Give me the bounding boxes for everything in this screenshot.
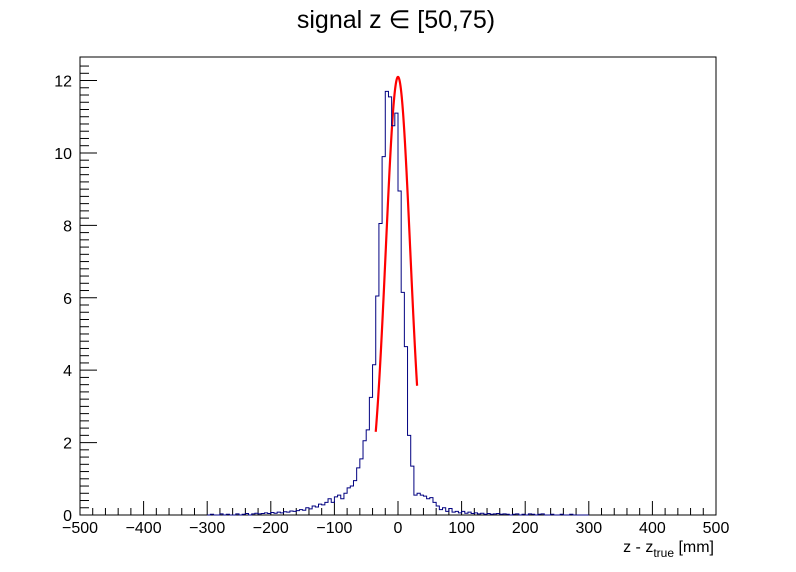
- x-tick-label: 0: [394, 520, 403, 537]
- x-tick-label: 300: [575, 520, 602, 537]
- series-layer: [207, 75, 589, 516]
- y-tick-label: 12: [54, 74, 72, 91]
- chart-title: signal z ∈ [50,75): [297, 6, 495, 34]
- y-axis-ticks: [80, 65, 97, 516]
- y-tick-label: 6: [63, 291, 72, 308]
- histogram-series: [207, 90, 589, 516]
- x-tick-label: −200: [253, 520, 289, 537]
- y-tick-label: 0: [63, 508, 72, 525]
- y-tick-label: 4: [63, 363, 72, 380]
- y-tick-label: 2: [63, 436, 72, 453]
- x-axis-label-unit: [mm]: [674, 539, 714, 556]
- chart-title-range: [50,75): [410, 6, 495, 34]
- x-tick-label: −300: [189, 520, 225, 537]
- y-axis-tick-labels: 0 2 4 6 8 10 12: [54, 74, 72, 525]
- x-axis-label: z - ztrue [mm]: [623, 539, 714, 560]
- x-tick-label: 400: [639, 520, 666, 537]
- chart-title-main: signal z: [297, 6, 389, 34]
- x-axis-ticks: [79, 501, 717, 515]
- x-tick-label: −400: [126, 520, 162, 537]
- x-tick-label: −500: [62, 520, 98, 537]
- chart-title-symbol: ∈: [389, 6, 411, 34]
- gaussian-fit-curve: [374, 75, 419, 432]
- x-tick-label: −100: [316, 520, 352, 537]
- x-tick-label: 100: [448, 520, 475, 537]
- x-axis-tick-labels: −500 −400 −300 −200 −100 0 100 200 300 400 500: [62, 520, 729, 537]
- y-tick-label: 8: [63, 218, 72, 235]
- y-tick-label: 10: [54, 146, 72, 163]
- x-tick-label: 500: [703, 520, 730, 537]
- x-tick-label: 200: [512, 520, 539, 537]
- x-axis-label-subscript: true: [653, 546, 674, 560]
- x-axis-label-main: z - z: [623, 539, 653, 556]
